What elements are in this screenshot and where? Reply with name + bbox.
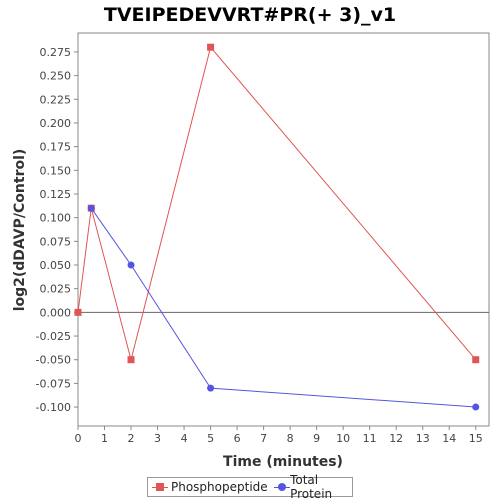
data-point-total-protein: [472, 403, 480, 411]
y-tick-label: 0.275: [40, 46, 72, 59]
plot-area: [77, 32, 490, 427]
data-point-phosphopeptide: [207, 43, 215, 51]
x-tick-label: 8: [287, 432, 294, 445]
legend-label-total-protein: Total Protein: [290, 473, 333, 501]
x-tick-label: 0: [75, 432, 82, 445]
y-tick-label: -0.025: [36, 330, 71, 343]
y-axis-label: log2(dDAVP/Control): [12, 149, 28, 312]
x-tick-label: 13: [416, 432, 430, 445]
x-axis: 0 1 2 3 4 5 6 7 8 9 10 11 12 13 14 15: [75, 426, 483, 445]
y-tick-label: 0.050: [40, 259, 72, 272]
x-tick-label: 14: [442, 432, 456, 445]
data-point-total-protein: [87, 204, 95, 212]
legend-swatch-total-protein: [273, 482, 290, 492]
legend-swatch-phosphopeptide: [152, 482, 168, 492]
x-axis-label: Time (minutes): [223, 454, 343, 470]
y-tick-label: 0.100: [40, 212, 72, 225]
x-tick-label: 15: [469, 432, 483, 445]
x-tick-label: 11: [363, 432, 377, 445]
x-tick-label: 1: [101, 432, 108, 445]
x-tick-label: 4: [181, 432, 188, 445]
x-tick-label: 9: [313, 432, 320, 445]
y-tick-label: 0.150: [40, 164, 72, 177]
y-axis: -0.100 -0.075 -0.050 -0.025 0.000 0.025 0.050 0…: [36, 46, 78, 414]
y-tick-label: 0.175: [40, 141, 72, 154]
series-total-protein: [87, 204, 480, 411]
data-point-phosphopeptide: [74, 308, 82, 316]
y-tick-label: 0.250: [40, 70, 72, 83]
data-point-phosphopeptide: [127, 356, 135, 364]
data-point-total-protein: [127, 261, 135, 269]
y-tick-label: 0.125: [40, 188, 72, 201]
x-tick-label: 12: [389, 432, 403, 445]
data-point-phosphopeptide: [472, 356, 480, 364]
data-point-total-protein: [207, 384, 215, 392]
y-tick-label: 0.225: [40, 93, 72, 106]
y-tick-label: -0.050: [36, 354, 71, 367]
legend: Phosphopeptide Total Protein: [147, 473, 353, 501]
x-tick-label: 6: [234, 432, 241, 445]
x-tick-label: 7: [260, 432, 267, 445]
y-tick-label: 0.025: [40, 283, 72, 296]
x-tick-label: 10: [336, 432, 350, 445]
series-line-total-protein: [90, 207, 476, 408]
y-tick-label: 0.000: [40, 306, 72, 319]
legend-label-phosphopeptide: Phosphopeptide: [171, 480, 268, 494]
legend-item-phosphopeptide: Phosphopeptide: [152, 480, 268, 494]
legend-item-total-protein: Total Protein: [273, 473, 352, 501]
y-tick-label: 0.075: [40, 235, 72, 248]
y-tick-label: -0.100: [36, 401, 71, 414]
y-tick-label: 0.200: [40, 117, 72, 130]
y-tick-label: -0.075: [36, 377, 71, 390]
chart-title: TVEIPEDEVVRT#PR(+ 3)_v1: [104, 4, 396, 26]
x-tick-label: 5: [207, 432, 214, 445]
x-tick-label: 3: [154, 432, 161, 445]
x-tick-label: 2: [128, 432, 135, 445]
